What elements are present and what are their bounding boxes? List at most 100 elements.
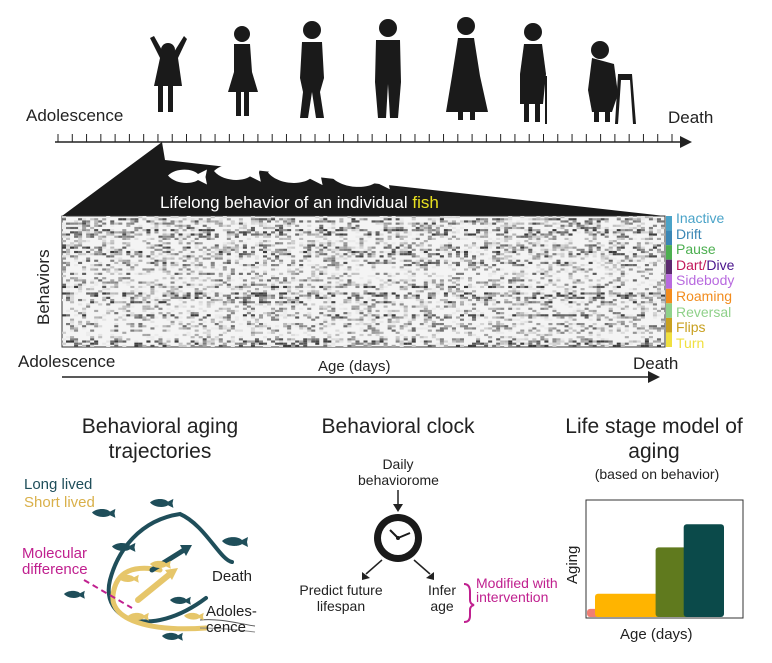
heatmap-cell xyxy=(500,294,505,297)
fish-banner-highlight: fish xyxy=(412,193,439,212)
heatmap-cell xyxy=(250,233,255,236)
heatmap-cell xyxy=(415,292,420,295)
heatmap-cell xyxy=(339,279,344,282)
heatmap-cell xyxy=(291,270,296,273)
heatmap-cell xyxy=(464,309,469,313)
heatmap-cell xyxy=(451,329,456,332)
heatmap-cell xyxy=(415,233,420,236)
heatmap-cell xyxy=(620,222,625,225)
heatmap-cell xyxy=(315,294,320,297)
heatmap-cell xyxy=(616,242,621,245)
heatmap-cell xyxy=(584,270,589,273)
heatmap-cell xyxy=(367,274,372,278)
heatmap-cell xyxy=(403,259,408,262)
behavior-label: Flips xyxy=(676,319,706,336)
heatmap-cell xyxy=(592,298,597,302)
heatmap-cell xyxy=(263,259,268,262)
heatmap-cell xyxy=(90,336,95,339)
heatmap-cell xyxy=(512,250,517,254)
heatmap-cell xyxy=(230,246,235,249)
heatmap-cell xyxy=(383,222,388,225)
heatmap-cell xyxy=(375,292,380,295)
heatmap-cell xyxy=(295,340,300,343)
heatmap-cell xyxy=(359,342,364,345)
heatmap-cell xyxy=(608,272,613,275)
heatmap-cell xyxy=(355,338,360,341)
heatmap-cell xyxy=(528,250,533,254)
heatmap-cell xyxy=(323,331,328,334)
heatmap-cell xyxy=(90,229,95,232)
heatmap-cell xyxy=(299,242,304,245)
heatmap-cell xyxy=(122,292,127,295)
heatmap-cell xyxy=(632,316,637,319)
heatmap-cell xyxy=(624,272,629,275)
heatmap-cell xyxy=(568,253,573,256)
heatmap-cell xyxy=(90,281,95,284)
heatmap-cell xyxy=(371,314,376,317)
heatmap-cell xyxy=(86,288,91,291)
heatmap-cell xyxy=(459,322,464,326)
heatmap-cell xyxy=(174,237,179,241)
heatmap-cell xyxy=(484,281,489,284)
heatmap-cell xyxy=(250,307,255,310)
heatmap-cell xyxy=(387,292,392,295)
heatmap-cell xyxy=(307,333,312,337)
heatmap-cell xyxy=(94,220,99,223)
heatmap-cell xyxy=(110,242,115,245)
heatmap-cell xyxy=(166,270,171,273)
heatmap-cell xyxy=(271,259,276,262)
heatmap-cell xyxy=(210,264,215,267)
heatmap-cell xyxy=(295,312,300,315)
heatmap-cell xyxy=(367,298,372,302)
heatmap-cell xyxy=(532,222,537,225)
heatmap-cell xyxy=(508,216,513,219)
heatmap-cell xyxy=(528,242,533,245)
heatmap-cell xyxy=(391,242,396,245)
heatmap-cell xyxy=(367,231,372,234)
heatmap-cell xyxy=(439,285,444,289)
heatmap-cell xyxy=(206,314,211,317)
life-stage-x-label: Age (days) xyxy=(620,626,693,643)
heatmap-cell xyxy=(307,246,312,249)
heatmap-cell xyxy=(327,336,332,339)
heatmap-cell xyxy=(267,224,272,227)
heatmap-cell xyxy=(431,344,436,347)
heatmap-cell xyxy=(62,216,67,219)
heatmap-cell xyxy=(632,340,637,343)
heatmap-cell xyxy=(78,283,83,286)
heatmap-cell xyxy=(174,333,179,337)
heatmap-cell xyxy=(516,296,521,299)
heatmap-cell xyxy=(351,272,356,275)
heatmap-cell xyxy=(576,294,581,297)
heatmap-cell xyxy=(170,277,175,280)
heatmap-cell xyxy=(560,268,565,271)
heatmap-cell xyxy=(174,318,179,321)
heatmap-cell xyxy=(516,338,521,341)
heatmap-cell xyxy=(194,264,199,267)
heatmap-cell xyxy=(552,342,557,345)
heatmap-cell xyxy=(516,253,521,256)
heatmap-cell xyxy=(271,250,276,254)
heatmap-cell xyxy=(612,233,617,236)
heatmap-cell xyxy=(82,224,87,227)
heatmap-cell xyxy=(423,327,428,330)
heatmap-cell xyxy=(190,272,195,275)
heatmap-cell xyxy=(363,290,368,293)
heatmap-cell xyxy=(359,229,364,232)
heatmap-cell xyxy=(455,261,460,265)
heatmap-cell xyxy=(512,290,517,293)
heatmap-cell xyxy=(114,338,119,341)
heatmap-cell xyxy=(608,318,613,321)
heatmap-cell xyxy=(62,218,67,221)
heatmap-cell xyxy=(464,268,469,271)
heatmap-cell xyxy=(331,224,336,227)
heatmap-cell xyxy=(395,309,400,313)
heatmap-cell xyxy=(339,246,344,249)
heatmap-cell xyxy=(178,222,183,225)
life-stage-title: Life stage model of aging xyxy=(565,415,743,463)
heatmap-cell xyxy=(307,248,312,251)
heatmap-cell xyxy=(250,301,255,304)
heatmap-cell xyxy=(496,320,501,323)
heatmap-cell xyxy=(367,285,372,289)
heatmap-cell xyxy=(291,285,296,289)
